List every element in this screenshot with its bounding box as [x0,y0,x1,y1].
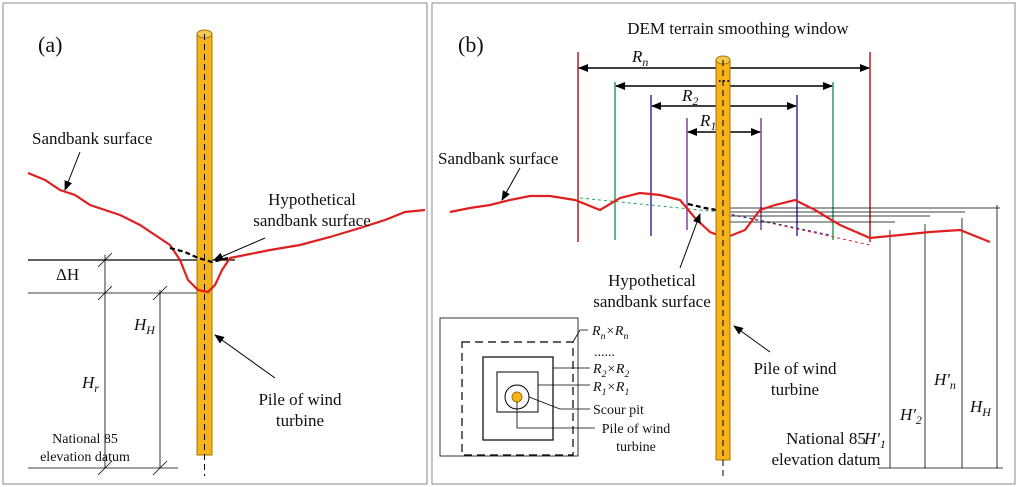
window-title: DEM terrain smoothing window [627,19,849,38]
ellipsis: ... [718,67,731,86]
subscript: 2 [624,369,629,380]
h1-label: H'1 [863,429,886,451]
labels: (a) Sandbank surface Hypothetical sandbank … [32,19,992,469]
pile-label: Pile of wind [258,390,342,409]
leader [528,396,590,410]
legend-label: Pile of wind [602,422,670,437]
panel-b-frame [431,2,1016,485]
subscript: 2 [692,94,698,108]
legend-frame [439,317,579,457]
delta-h-label: ΔH [56,265,79,284]
pile-section [511,391,523,403]
datum-label: elevation datum [40,450,130,465]
sandbank-surface [27,171,426,294]
h2-label: H'2 [899,405,922,427]
arrow [501,167,521,201]
pile-label: turbine [276,411,324,430]
rn-label: Rn [631,47,648,69]
subscript: 1 [602,387,607,398]
symbol: R [591,324,601,339]
subscript: n [623,331,628,342]
surface-label: Sandbank surface [438,149,558,168]
symbol: H [81,373,96,392]
panel-label: (a) [38,32,62,57]
hypothetical-label: sandbank surface [593,292,711,311]
legend-label: Rn×Rn [591,324,628,342]
tick [152,285,168,301]
symbol: R [592,380,602,395]
leader [516,402,595,429]
hh-label: HH [133,315,156,337]
subscript: 2 [916,413,922,427]
square-r2 [482,356,554,441]
subscript: 1 [710,119,716,133]
hypothetical-label: Hypothetical [268,190,356,209]
arrow [733,325,771,353]
hh-label: HH [969,397,992,419]
r1-label: R1 [699,111,716,133]
fit-line [719,211,831,236]
pile-label: Pile of wind [753,359,837,378]
arrow [213,237,266,261]
symbol: ×R [606,380,624,395]
tick [97,460,113,476]
subscript: H [145,323,156,337]
symbol: H [133,315,148,334]
hypothetical-surface [169,246,229,264]
symbol: R [699,111,711,130]
datum-label: elevation datum [771,450,880,469]
subscript: n [601,331,606,342]
legend-label: R1×R1 [592,380,629,398]
surface-label: Sandbank surface [32,129,152,148]
arrow [214,334,276,379]
symbol: R [631,47,643,66]
arrow [64,151,81,191]
symbol: R [592,362,602,377]
hypothetical-label: Hypothetical [608,271,696,290]
symbol: R [681,86,693,105]
subscript: H [981,405,992,419]
subscript: n [642,55,648,69]
square-r1 [496,371,539,413]
sandbank-surface [449,191,991,244]
hypothetical-label: sandbank surface [253,211,371,230]
legend-label: R2×R2 [592,362,629,380]
r2-label: R2 [681,86,698,108]
datum-label: National 85 [52,432,118,447]
square-rn [461,341,574,456]
subscript: r [94,381,99,395]
legend-label: turbine [616,440,656,455]
symbol: H [969,397,984,416]
symbol: ×R [606,362,624,377]
panel-label: (b) [458,32,484,57]
subscript: n [950,378,956,392]
symbol: ×R [605,324,623,339]
tick [97,252,113,268]
datum-label: National 85 [786,429,866,448]
pile-label: turbine [771,380,819,399]
arrow [679,213,701,269]
symbol: H' [933,370,950,389]
subscript: 1 [624,387,629,398]
tick [152,460,168,476]
subscript: 1 [880,437,886,451]
panel-a-frame [2,2,428,485]
hn-label: H'n [933,370,956,392]
symbol: H' [863,429,880,448]
leader [572,329,588,343]
tick [97,285,113,301]
legend-label: ...... [594,345,615,360]
symbol: H' [899,405,916,424]
hr-label: Hr [81,373,99,395]
legend-label: Scour pit [593,403,644,418]
subscript: 2 [602,369,607,380]
